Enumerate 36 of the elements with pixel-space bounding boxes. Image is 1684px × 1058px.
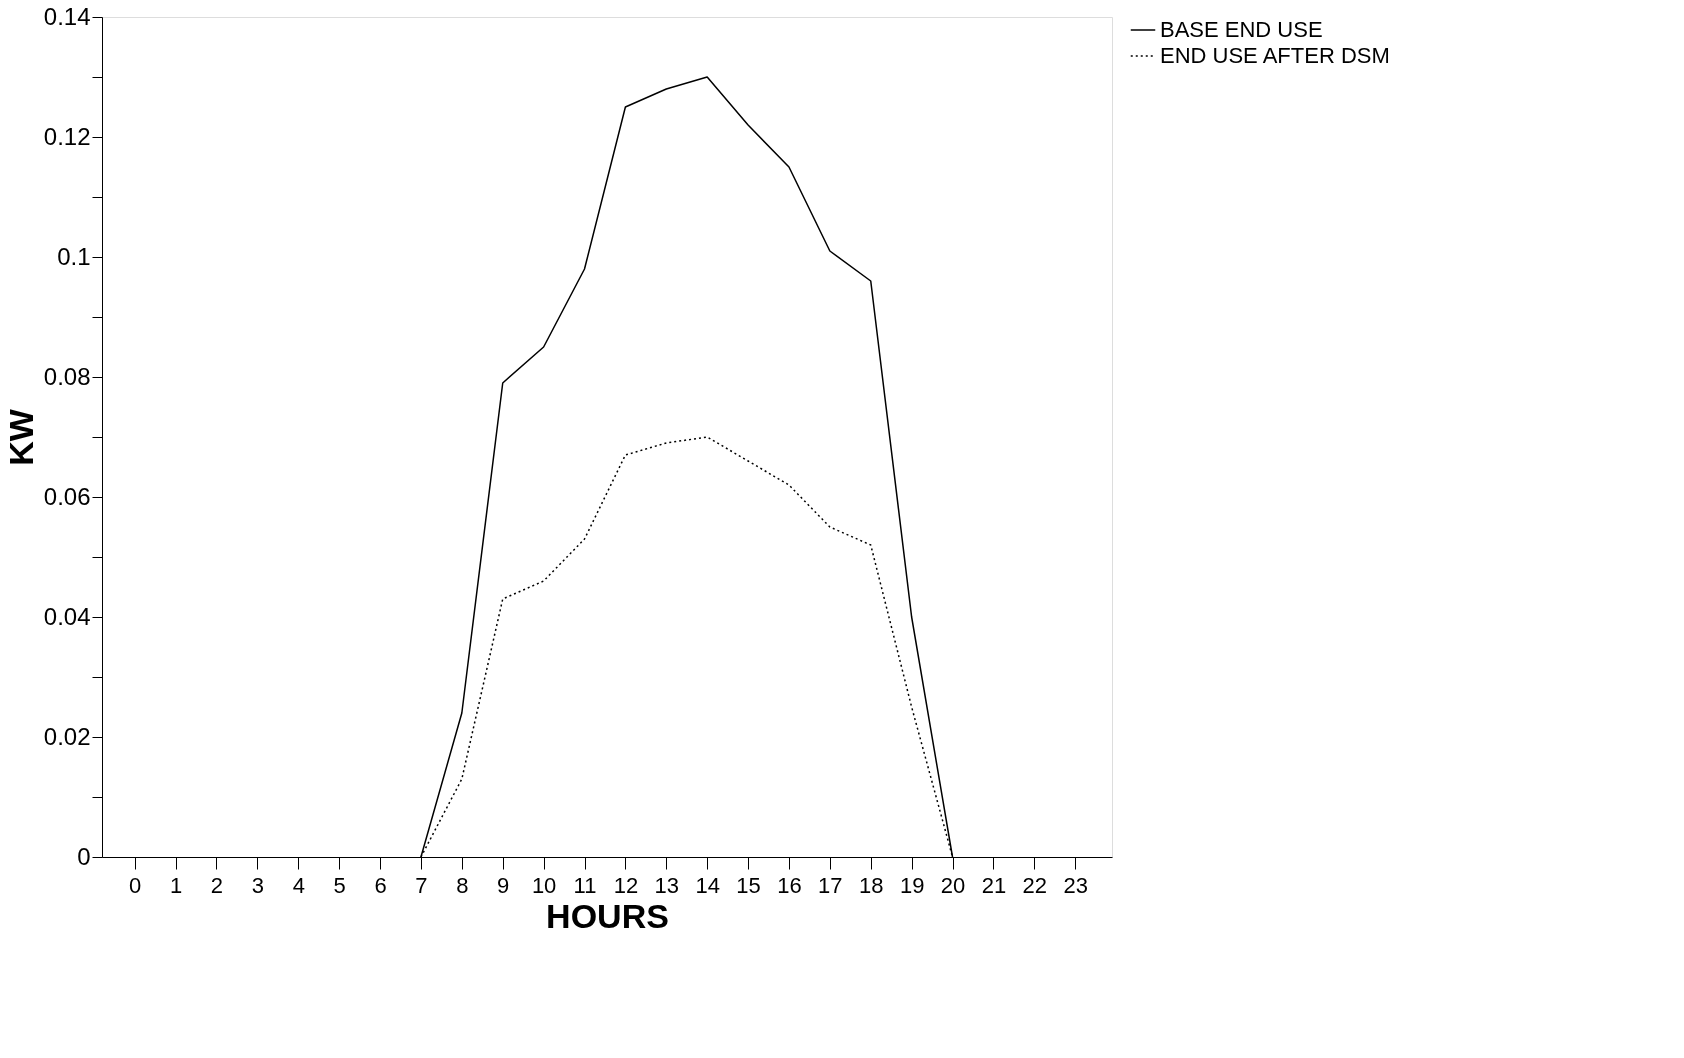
y-tick-label: 0.12 bbox=[43, 122, 91, 150]
x-tick-label: 10 bbox=[531, 872, 557, 898]
y-tick-label: 0.1 bbox=[57, 242, 91, 270]
x-tick-label: 18 bbox=[859, 872, 884, 898]
x-tick-label: 17 bbox=[818, 872, 843, 898]
x-tick-label: 19 bbox=[899, 872, 925, 898]
x-tick-label: 5 bbox=[333, 872, 346, 898]
y-axis-title: KW bbox=[1, 408, 40, 466]
x-tick-label: 12 bbox=[613, 872, 639, 898]
y-tick-label: 0.08 bbox=[43, 362, 91, 390]
x-tick-label: 6 bbox=[374, 872, 387, 898]
legend-label: BASE END USE bbox=[1160, 17, 1323, 42]
x-tick-label: 15 bbox=[736, 872, 761, 898]
x-tick-label: 23 bbox=[1063, 872, 1088, 898]
x-tick-label: 13 bbox=[654, 872, 680, 898]
x-tick-label: 2 bbox=[210, 872, 224, 898]
y-tick-label: 0.02 bbox=[43, 722, 91, 750]
x-tick-label: 3 bbox=[251, 872, 265, 898]
x-tick-label: 11 bbox=[573, 872, 597, 898]
legend-label: END USE AFTER DSM bbox=[1160, 43, 1390, 68]
y-tick-label: 0.14 bbox=[43, 2, 91, 30]
y-tick-label: 0.06 bbox=[43, 482, 91, 510]
x-axis-title: HOURS bbox=[546, 896, 669, 935]
y-tick-label: 0.04 bbox=[43, 602, 91, 630]
x-tick-label: 4 bbox=[292, 872, 305, 898]
x-tick-label: 9 bbox=[497, 872, 510, 898]
x-tick-label: 1 bbox=[169, 872, 183, 898]
x-tick-label: 8 bbox=[456, 872, 469, 898]
y-tick-label: 0 bbox=[77, 842, 91, 870]
x-tick-label: 0 bbox=[129, 872, 142, 898]
x-tick-label: 7 bbox=[415, 872, 428, 898]
x-tick-label: 21 bbox=[981, 872, 1007, 898]
x-tick-label: 14 bbox=[695, 872, 720, 898]
x-tick-label: 16 bbox=[777, 872, 802, 898]
x-tick-label: 22 bbox=[1022, 872, 1048, 898]
x-tick-label: 20 bbox=[940, 872, 966, 898]
